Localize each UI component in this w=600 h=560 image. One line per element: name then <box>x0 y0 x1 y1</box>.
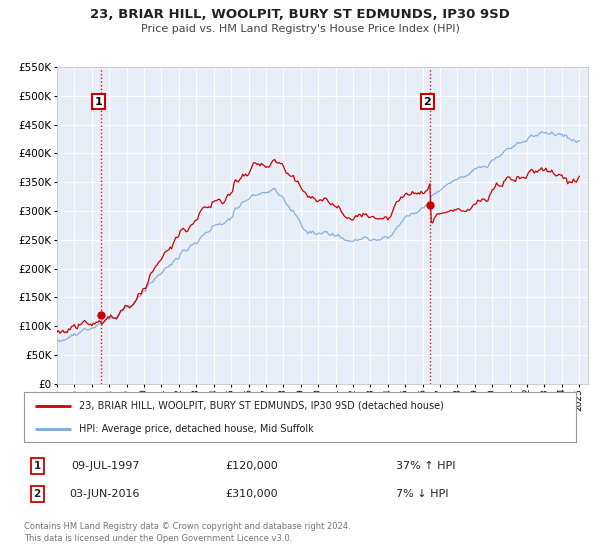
Text: 09-JUL-1997: 09-JUL-1997 <box>71 461 139 471</box>
Text: Contains HM Land Registry data © Crown copyright and database right 2024.
This d: Contains HM Land Registry data © Crown c… <box>24 522 350 543</box>
Text: 1: 1 <box>34 461 41 471</box>
Text: Price paid vs. HM Land Registry's House Price Index (HPI): Price paid vs. HM Land Registry's House … <box>140 24 460 34</box>
Text: 23, BRIAR HILL, WOOLPIT, BURY ST EDMUNDS, IP30 9SD: 23, BRIAR HILL, WOOLPIT, BURY ST EDMUNDS… <box>90 8 510 21</box>
Text: 2: 2 <box>424 97 431 107</box>
Text: HPI: Average price, detached house, Mid Suffolk: HPI: Average price, detached house, Mid … <box>79 424 314 434</box>
Text: 23, BRIAR HILL, WOOLPIT, BURY ST EDMUNDS, IP30 9SD (detached house): 23, BRIAR HILL, WOOLPIT, BURY ST EDMUNDS… <box>79 400 444 410</box>
Text: £310,000: £310,000 <box>226 489 278 499</box>
Text: 1: 1 <box>94 97 102 107</box>
Text: 7% ↓ HPI: 7% ↓ HPI <box>396 489 449 499</box>
Text: £120,000: £120,000 <box>226 461 278 471</box>
Text: 37% ↑ HPI: 37% ↑ HPI <box>396 461 455 471</box>
Text: 03-JUN-2016: 03-JUN-2016 <box>70 489 140 499</box>
Text: 2: 2 <box>34 489 41 499</box>
